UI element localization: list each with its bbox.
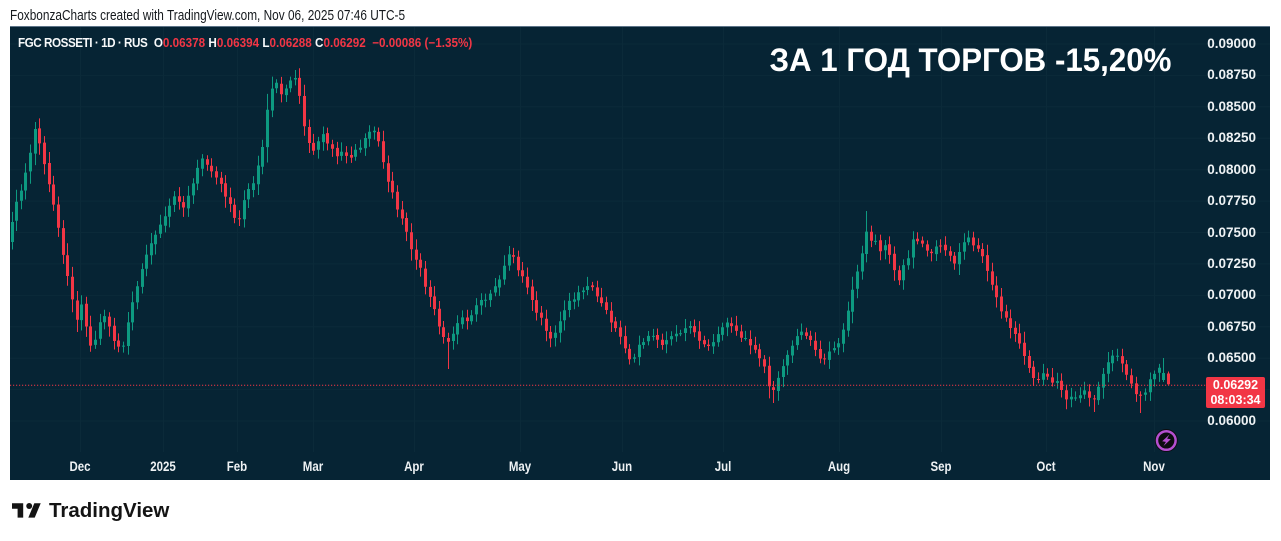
svg-text:TradingView: TradingView bbox=[49, 499, 169, 522]
